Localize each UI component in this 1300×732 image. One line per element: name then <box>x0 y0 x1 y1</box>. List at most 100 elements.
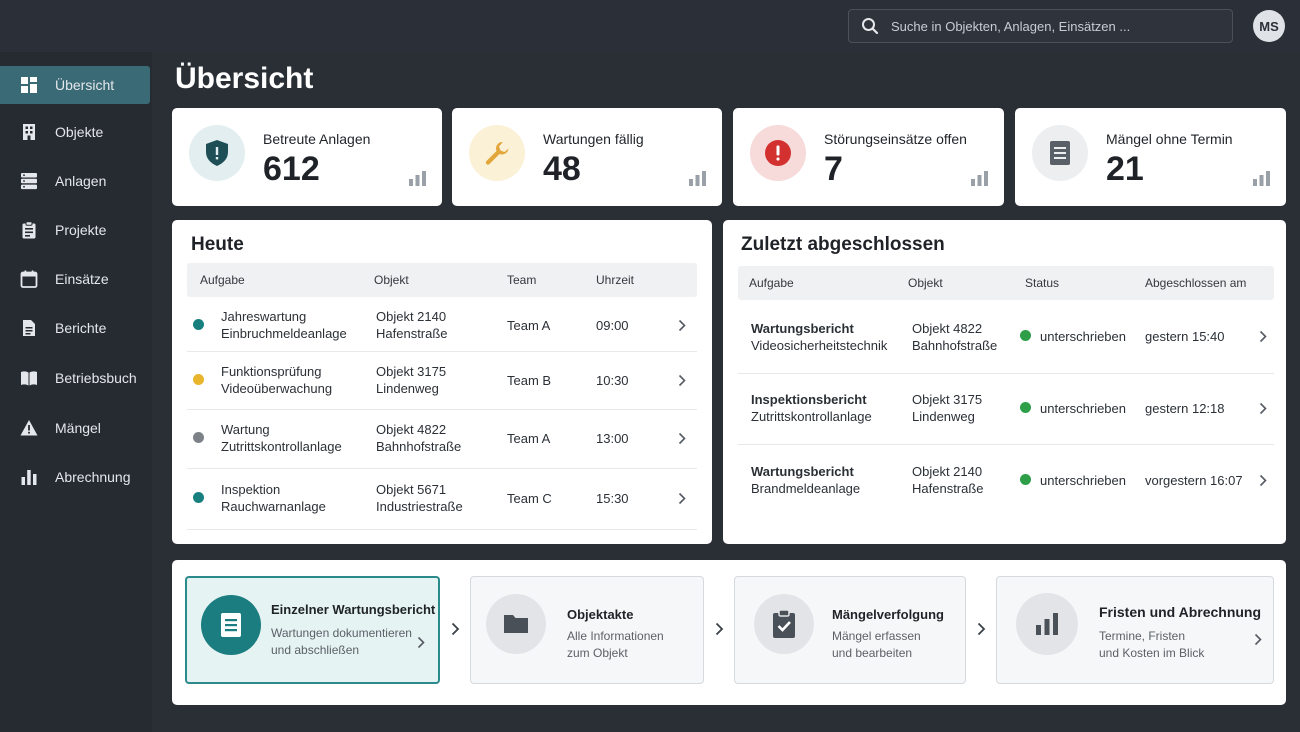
task-cell: Jahreswartung Einbruchmeldeanlage <box>221 309 347 341</box>
workflow-step-fristen-abrechnung[interactable]: Fristen und Abrechnung Termine, Fristen u… <box>996 576 1274 684</box>
workflow-step-maengelverfolgung[interactable]: Mängelverfolgung Mängel erfassen und bear… <box>734 576 966 684</box>
kpi-card-stoerungseinsaetze-offen[interactable]: Störungseinsätze offen 7 <box>733 108 1004 206</box>
bar-chart-icon <box>1036 613 1058 635</box>
sidebar-item-label: Betriebsbuch <box>55 370 137 386</box>
sidebar-item-label: Projekte <box>55 222 107 238</box>
kpi-icon-circle <box>750 125 806 181</box>
table-row[interactable]: Jahreswartung Einbruchmeldeanlage Objekt … <box>187 300 697 352</box>
team-cell: Team A <box>507 431 551 446</box>
today-panel: Heute Aufgabe Objekt Team Uhrzeit Jahres… <box>172 220 712 544</box>
sidebar-item-uebersicht[interactable]: Übersicht <box>0 66 150 104</box>
chevron-right-icon[interactable] <box>678 319 686 332</box>
kpi-label: Störungseinsätze offen <box>824 131 967 147</box>
page-title: Übersicht <box>175 62 314 95</box>
chevron-right-icon <box>417 636 425 649</box>
workflow-title: Mängelverfolgung <box>832 607 944 622</box>
team-cell: Team A <box>507 318 551 333</box>
team-cell: Team C <box>507 491 552 506</box>
status-dot <box>193 432 204 443</box>
document-icon <box>221 613 241 637</box>
sidebar-item-anlagen[interactable]: Anlagen <box>0 162 150 200</box>
workflow-title: Fristen und Abrechnung <box>1099 604 1262 620</box>
status-cell: unterschrieben <box>1040 473 1126 488</box>
chevron-right-icon[interactable] <box>678 374 686 387</box>
table-row[interactable]: Inspektionsbericht Zutrittskontrollanlage… <box>738 374 1274 445</box>
object-cell: Objekt 5671 Industriestraße <box>376 482 463 514</box>
chevron-right-icon[interactable] <box>1259 330 1267 343</box>
workflow-title: Einzelner Wartungsbericht <box>271 602 436 617</box>
kpi-icon-circle <box>469 125 525 181</box>
bar-chart-icon <box>409 171 426 186</box>
avatar[interactable]: MS <box>1253 10 1285 42</box>
workflow-icon-circle <box>754 594 814 654</box>
server-icon <box>19 171 39 191</box>
time-cell: 15:30 <box>596 491 629 506</box>
wrench-icon <box>485 142 509 165</box>
kpi-value: 48 <box>543 150 581 188</box>
status-dot <box>193 492 204 503</box>
sidebar: Übersicht Objekte Anlagen Projekte Einsä… <box>0 52 152 732</box>
kpi-card-betreute-anlagen[interactable]: Betreute Anlagen 612 <box>172 108 442 206</box>
today-table-header: Aufgabe Objekt Team Uhrzeit <box>187 263 697 297</box>
column-header: Objekt <box>374 273 409 287</box>
time-cell: 10:30 <box>596 373 629 388</box>
sidebar-item-label: Anlagen <box>55 173 107 189</box>
grid-icon <box>19 75 39 95</box>
chevron-right-icon[interactable] <box>1259 402 1267 415</box>
sidebar-item-objekte[interactable]: Objekte <box>0 113 150 151</box>
shield-icon <box>206 140 228 166</box>
chevron-right-icon <box>977 622 986 636</box>
table-row[interactable]: Inspektion Rauchwarnanlage Objekt 5671 Ind… <box>187 469 697 530</box>
workflow-step-objektakte[interactable]: Objektakte Alle Informationen zum Objekt <box>470 576 704 684</box>
search-input[interactable]: Suche in Objekten, Anlagen, Einsätzen ..… <box>891 18 1131 34</box>
task-cell: Wartungsbericht Brandmeldeanlage <box>751 464 861 496</box>
completed-cell: gestern 12:18 <box>1145 401 1225 416</box>
sidebar-item-label: Objekte <box>55 124 104 140</box>
workflow-panel: Einzelner Wartungsbericht Wartungen doku… <box>172 560 1286 705</box>
table-row[interactable]: Wartungsbericht Brandmeldeanlage Objekt 2… <box>738 445 1274 517</box>
table-row[interactable]: Funktionsprüfung Videoüberwachung Objekt … <box>187 352 697 410</box>
calendar-icon <box>19 269 39 289</box>
sidebar-item-projekte[interactable]: Projekte <box>0 211 150 249</box>
bar-chart-icon <box>971 171 988 186</box>
status-cell: unterschrieben <box>1040 329 1126 344</box>
sidebar-item-abrechnung[interactable]: Abrechnung <box>0 458 150 496</box>
table-row[interactable]: Wartung Zutrittskontrollanlage Objekt 482… <box>187 410 697 469</box>
sidebar-item-label: Einsätze <box>55 271 109 287</box>
chevron-right-icon[interactable] <box>1259 474 1267 487</box>
chevron-right-icon <box>715 622 724 636</box>
workflow-step-wartungsbericht[interactable]: Einzelner Wartungsbericht Wartungen doku… <box>185 576 440 684</box>
object-cell: Objekt 2140 Hafenstraße <box>376 309 448 341</box>
status-dot <box>1020 474 1031 485</box>
task-cell: Wartungsbericht Videosicherheitstechnik <box>751 321 888 353</box>
clipboard-check-icon <box>773 609 795 638</box>
status-cell: unterschrieben <box>1040 401 1126 416</box>
chevron-right-icon[interactable] <box>678 432 686 445</box>
sidebar-item-label: Übersicht <box>55 77 115 93</box>
kpi-card-maengel-ohne-termin[interactable]: Mängel ohne Termin 21 <box>1015 108 1286 206</box>
sidebar-item-label: Berichte <box>55 320 107 336</box>
column-header: Aufgabe <box>749 276 794 290</box>
column-header: Status <box>1025 276 1060 290</box>
time-cell: 09:00 <box>596 318 629 333</box>
sidebar-item-betriebsbuch[interactable]: Betriebsbuch <box>0 359 150 397</box>
task-cell: Inspektionsbericht Zutrittskontrollanlage <box>751 392 872 424</box>
book-icon <box>19 368 39 388</box>
sidebar-item-berichte[interactable]: Berichte <box>0 309 150 347</box>
today-title: Heute <box>191 234 244 255</box>
sidebar-item-einsaetze[interactable]: Einsätze <box>0 260 150 298</box>
team-cell: Team B <box>507 373 552 388</box>
workflow-title: Objektakte <box>567 607 634 622</box>
kpi-card-wartungen-faellig[interactable]: Wartungen fällig 48 <box>452 108 722 206</box>
kpi-label: Betreute Anlagen <box>263 131 371 147</box>
table-row[interactable]: Wartungsbericht Videosicherheitstechnik O… <box>738 302 1274 374</box>
chevron-right-icon[interactable] <box>678 492 686 505</box>
sidebar-item-maengel[interactable]: Mängel <box>0 409 150 447</box>
column-header: Aufgabe <box>200 273 245 287</box>
kpi-icon-circle <box>189 125 245 181</box>
status-dot <box>193 319 204 330</box>
completed-cell: vorgestern 16:07 <box>1145 473 1243 488</box>
chevron-right-icon <box>451 622 460 636</box>
workflow-description: Mängel erfassen und bearbeiten <box>832 629 921 660</box>
search-box[interactable]: Suche in Objekten, Anlagen, Einsätzen ..… <box>848 9 1233 43</box>
